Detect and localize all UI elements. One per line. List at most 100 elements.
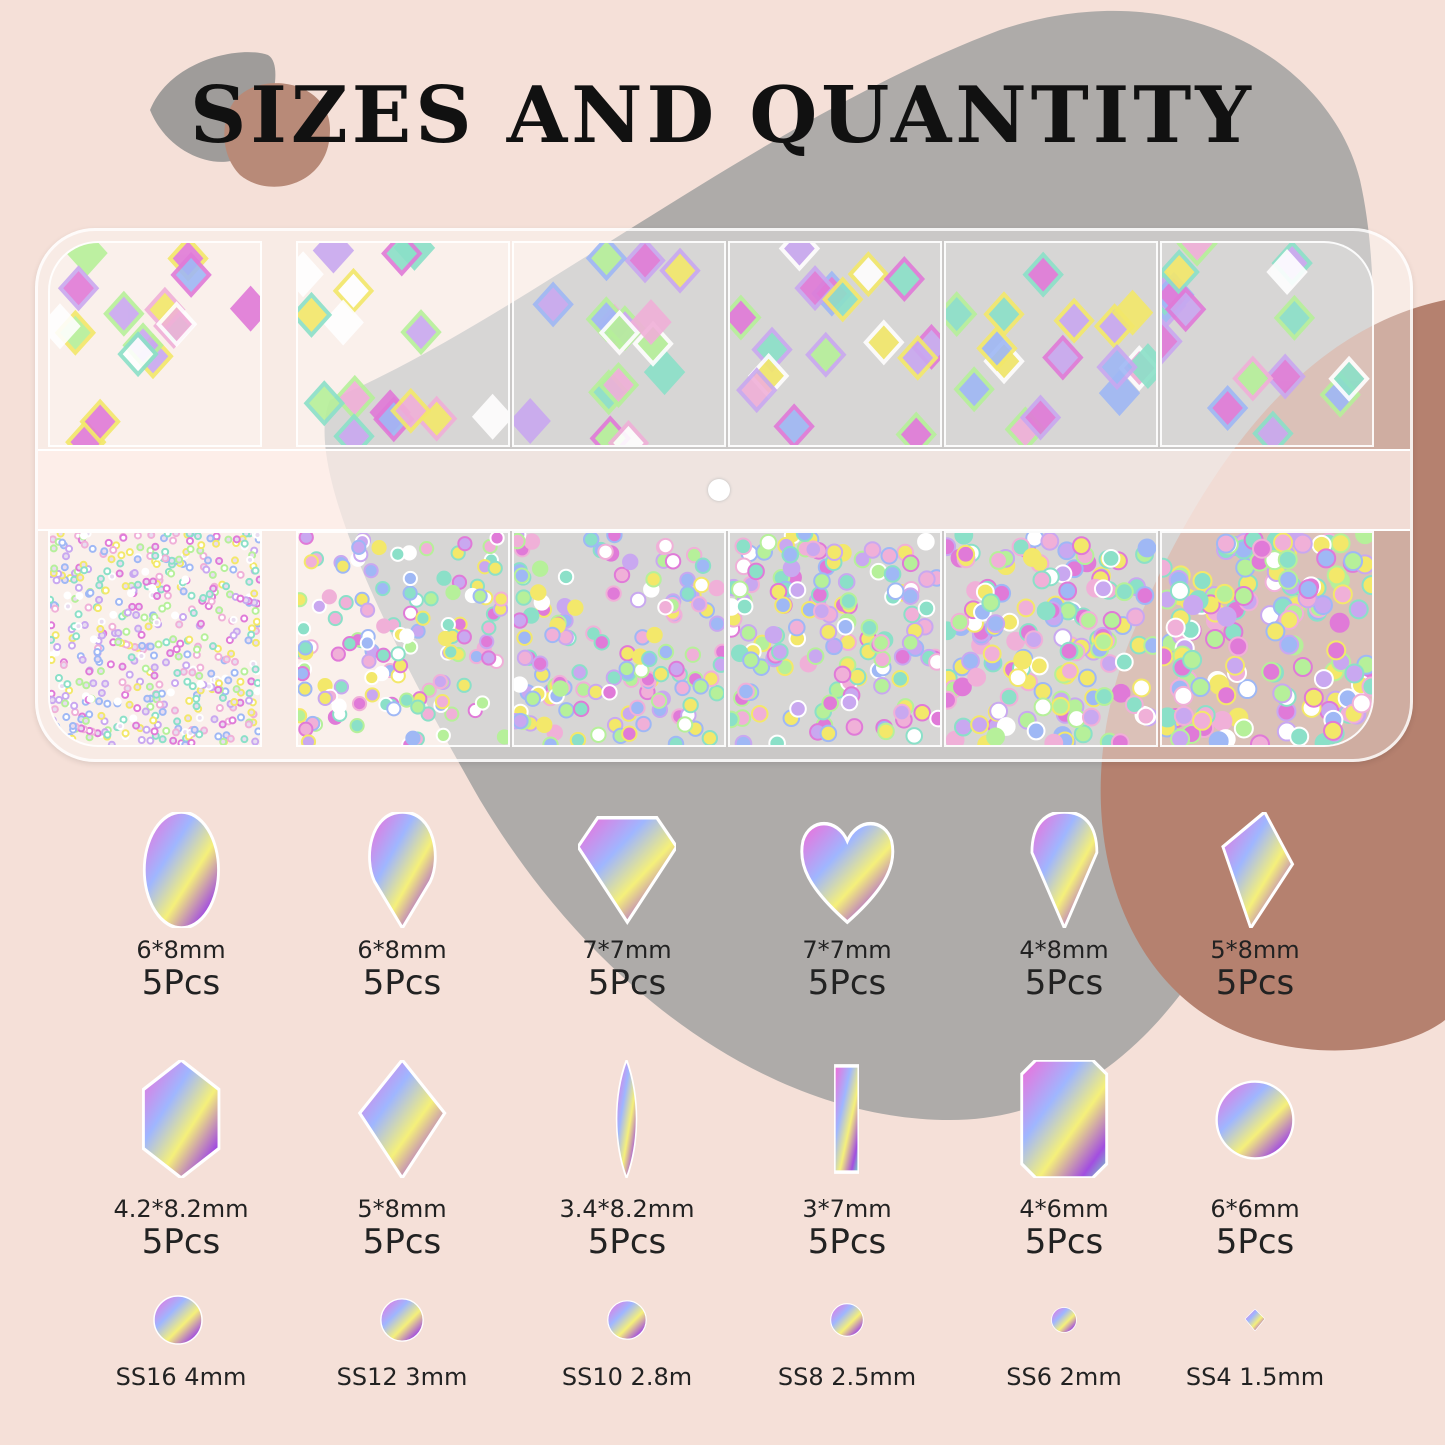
crystal [215, 704, 224, 713]
crystal [903, 605, 921, 624]
octagon-crystal-icon [1020, 1060, 1108, 1178]
gem-size: 7*7mm [802, 936, 892, 964]
crystal [444, 706, 460, 722]
crystal [187, 738, 196, 745]
crystal [169, 635, 178, 644]
crystal [196, 680, 205, 689]
crystal [195, 730, 204, 739]
crystal [252, 617, 260, 626]
crystal [246, 555, 255, 564]
crystal [82, 681, 91, 690]
crystal [171, 728, 180, 737]
crystal [175, 555, 184, 564]
crystal [298, 251, 324, 298]
crystal [1216, 685, 1237, 706]
rhinestone-size: SS4 1.5mm [1185, 1363, 1325, 1391]
crystal [1060, 661, 1079, 681]
crystal [489, 533, 505, 546]
crystal [93, 647, 102, 656]
crystal [81, 716, 90, 725]
crystal [62, 552, 71, 561]
crystal [657, 599, 674, 616]
crystal [386, 701, 402, 717]
crystal [144, 622, 153, 631]
crystal [183, 650, 192, 659]
crystal [918, 570, 936, 588]
crystal [1330, 533, 1351, 554]
page-title: SIZES AND QUANTITY [190, 70, 1255, 161]
crystal [471, 393, 508, 440]
crystal [836, 617, 855, 636]
crystal [75, 591, 84, 600]
crystal [456, 629, 472, 645]
crystal [298, 721, 314, 737]
crystal [1058, 581, 1078, 601]
crystal [298, 533, 314, 545]
crystal [103, 699, 112, 708]
crystal [731, 580, 749, 599]
crystal [1252, 410, 1294, 445]
crystal [1272, 683, 1293, 704]
crystal [176, 639, 185, 648]
rhinestone-size: SS16 4mm [115, 1363, 247, 1391]
crystal [52, 722, 61, 731]
crystal [606, 533, 623, 544]
crystal [970, 715, 989, 735]
crystal [572, 700, 590, 718]
tray-compartment [48, 241, 262, 447]
crystal [188, 668, 197, 677]
crystal [244, 636, 253, 645]
crystal [229, 615, 238, 624]
crystal [204, 556, 213, 565]
crystal [209, 584, 218, 593]
crystal [150, 727, 159, 736]
crystal [215, 556, 224, 565]
crystal [298, 640, 314, 656]
crystal [1094, 687, 1114, 706]
crystal [133, 683, 142, 692]
crystal [93, 655, 102, 664]
crystal [129, 714, 138, 723]
crystal [334, 374, 376, 421]
crystal [79, 398, 121, 445]
crystal [708, 684, 724, 702]
crystal [1162, 646, 1174, 667]
crystal [123, 608, 132, 617]
crystal [657, 643, 675, 661]
rhinestone-size: SS6 2mm [1006, 1363, 1122, 1391]
crystal [220, 564, 229, 573]
crystal [773, 403, 815, 445]
crystal [240, 735, 249, 744]
crystal [76, 573, 85, 582]
crystal [132, 611, 141, 620]
gem-size: 5*8mm [1210, 936, 1300, 964]
crystal [181, 740, 190, 745]
crystal [443, 644, 459, 660]
crystal [84, 603, 93, 612]
crystal [251, 606, 260, 615]
crystal [71, 708, 80, 717]
crystal [95, 697, 104, 706]
crystal [646, 626, 663, 644]
crystal [363, 563, 379, 579]
crystal [351, 539, 367, 555]
crystal [1165, 617, 1186, 638]
crystal [61, 699, 70, 708]
crystal [1303, 687, 1324, 708]
crystal [205, 590, 214, 599]
crystal [434, 694, 451, 710]
crystal [432, 673, 448, 690]
crystal [514, 612, 529, 629]
crystal [607, 419, 650, 445]
round-crystal-icon [1051, 1307, 1077, 1333]
crystal [80, 540, 89, 549]
crystal [155, 700, 164, 709]
crystal [148, 583, 157, 592]
crystal [1225, 655, 1246, 676]
crystal [1132, 678, 1151, 698]
crystal [126, 589, 135, 598]
crystal [531, 560, 549, 577]
crystal [1278, 569, 1299, 590]
gem-quantity: 5Pcs [587, 1222, 667, 1262]
gem-size: 6*6mm [1210, 1195, 1300, 1223]
